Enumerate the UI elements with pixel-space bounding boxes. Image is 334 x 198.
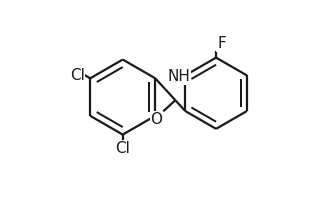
Text: Cl: Cl [70,68,85,83]
Text: O: O [150,112,162,127]
Text: F: F [217,36,226,51]
Text: Cl: Cl [115,141,130,156]
Text: NH: NH [167,69,190,84]
